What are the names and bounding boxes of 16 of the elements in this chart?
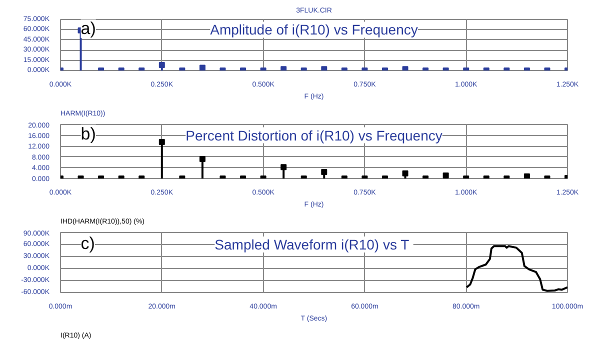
line-series: [466, 245, 568, 292]
annotation: a): [80, 19, 96, 38]
point: [524, 173, 530, 178]
annotation: c): [80, 234, 95, 253]
point: [199, 64, 206, 70]
chart-title: Percent Distortion of i(R10) vs Frequency: [186, 127, 442, 144]
chart-title: Amplitude of i(R10) vs Frequency: [210, 22, 418, 38]
annotation: b): [80, 124, 96, 144]
point: [402, 170, 408, 176]
point: [280, 164, 287, 170]
point: [158, 139, 165, 146]
point: [442, 172, 449, 178]
chart-title: Sampled Waveform i(R10) vs T: [214, 236, 410, 252]
point: [158, 62, 165, 68]
point: [199, 156, 206, 162]
point: [321, 169, 328, 176]
